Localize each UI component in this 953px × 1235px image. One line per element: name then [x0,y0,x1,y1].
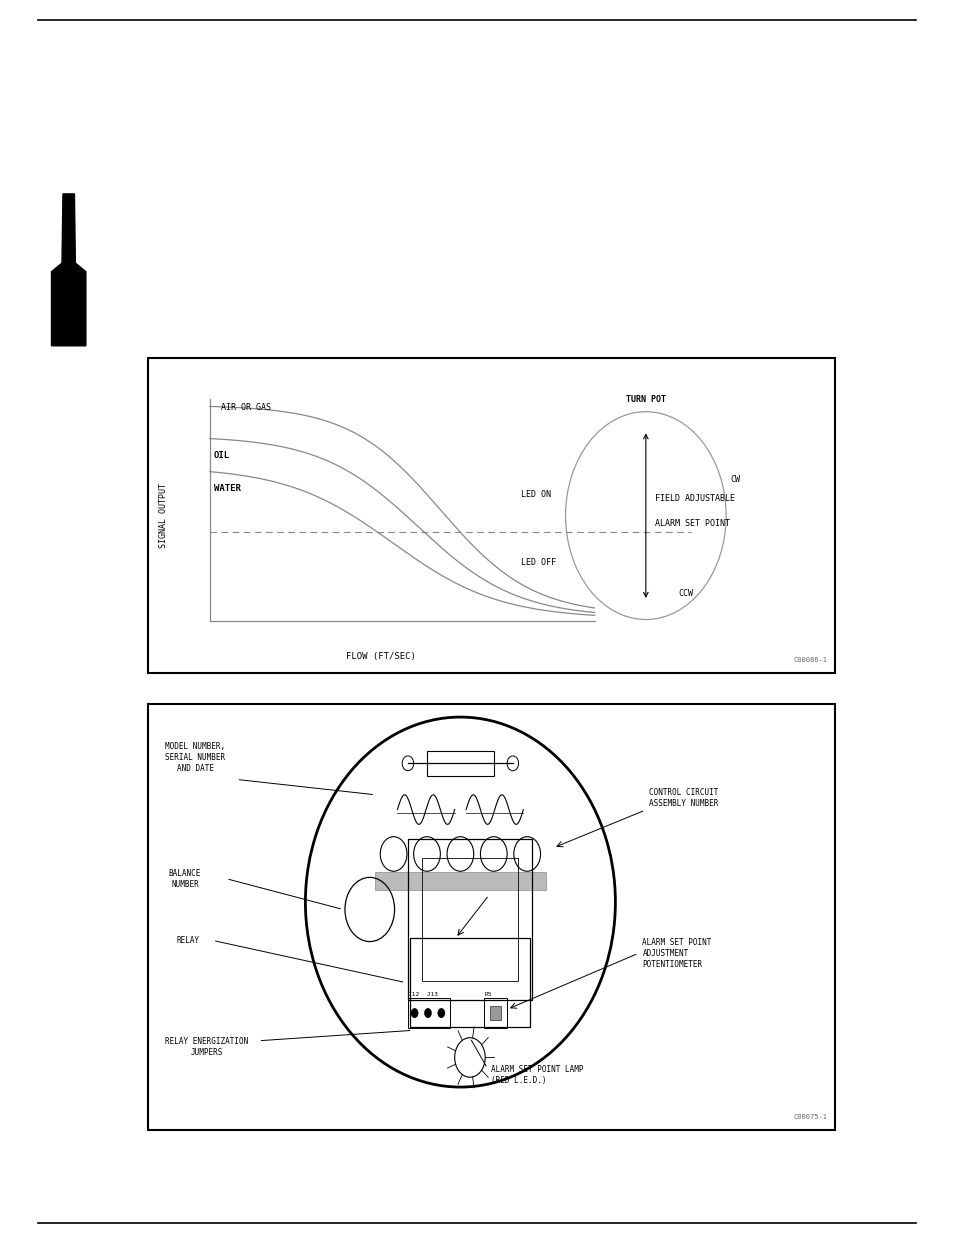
Text: OIL: OIL [213,451,230,461]
Text: C00075-1: C00075-1 [792,1114,826,1120]
Text: C00086-1: C00086-1 [792,657,826,663]
Text: LED OFF: LED OFF [521,558,556,567]
Bar [484,998,507,1028]
Text: WATER: WATER [213,484,240,494]
Text: FLOW (FT/SEC): FLOW (FT/SEC) [346,652,416,661]
Bar [490,1005,501,1020]
Circle shape [411,1008,418,1018]
Bar [422,858,517,982]
Text: LED ON: LED ON [521,490,551,499]
Text: TURN POT: TURN POT [625,395,665,404]
Text: ALARM SET POINT: ALARM SET POINT [655,519,730,529]
Bar [375,872,546,889]
Text: ALARM SET POINT LAMP
(RED L.E.D.): ALARM SET POINT LAMP (RED L.E.D.) [491,1065,583,1084]
Bar [408,998,450,1028]
Polygon shape [62,194,75,263]
Text: RELAY ENERGIZATION
JUMPERS: RELAY ENERGIZATION JUMPERS [165,1037,248,1057]
Bar [148,358,834,673]
Text: SIGNAL OUTPUT: SIGNAL OUTPUT [158,483,168,548]
Text: CW: CW [729,474,740,484]
Text: BALANCE
NUMBER: BALANCE NUMBER [169,868,201,889]
Bar [427,751,494,776]
Text: ALARM SET POINT
ADJUSTMENT
POTENTIOMETER: ALARM SET POINT ADJUSTMENT POTENTIOMETER [641,937,711,968]
Text: RELAY: RELAY [176,936,199,945]
Text: CONTROL CIRCUIT
ASSEMBLY NUMBER: CONTROL CIRCUIT ASSEMBLY NUMBER [649,788,718,808]
Text: CCW: CCW [678,589,692,598]
Text: FIELD ADJUSTABLE: FIELD ADJUSTABLE [655,494,735,504]
Bar [148,704,834,1130]
Circle shape [437,1008,445,1018]
Bar [408,840,532,1000]
Circle shape [424,1008,432,1018]
Text: R5: R5 [484,992,491,997]
Polygon shape [51,263,86,346]
Text: MODEL NUMBER,
SERIAL NUMBER
AND DATE: MODEL NUMBER, SERIAL NUMBER AND DATE [165,741,225,773]
Text: J12  J13: J12 J13 [408,992,437,997]
Bar [410,939,529,1028]
Text: AIR OR GAS: AIR OR GAS [221,403,271,411]
